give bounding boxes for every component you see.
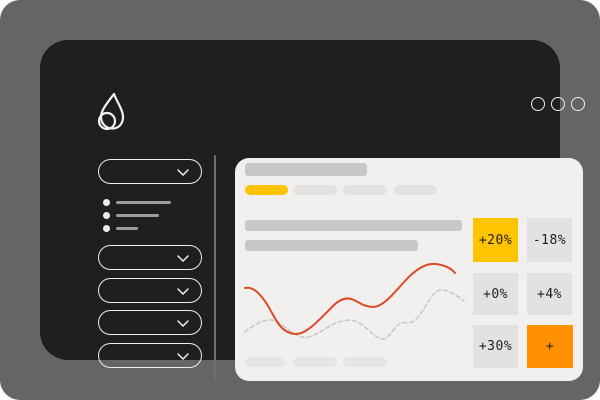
sidebar-dropdown-2[interactable] (98, 245, 202, 270)
window-control-circle-icon[interactable] (571, 97, 585, 111)
text-line-placeholder (245, 220, 462, 231)
tab-1-active[interactable] (245, 185, 288, 195)
chevron-down-icon (177, 169, 189, 176)
tab-2[interactable] (293, 185, 337, 195)
sidebar-divider (214, 155, 216, 380)
sidebar-bullet-list (103, 196, 171, 235)
app-window: +20% -18% +0% +4% +30% + (40, 40, 585, 381)
sidebar-dropdown-3[interactable] (98, 278, 202, 303)
bullet-dot-icon (103, 212, 110, 219)
bullet-dot-icon (103, 225, 110, 232)
window-control-circle-icon[interactable] (531, 97, 545, 111)
metric-tile[interactable]: + (527, 325, 573, 368)
list-item[interactable] (103, 196, 171, 209)
bullet-dot-icon (103, 199, 110, 206)
chart-secondary-series (244, 289, 465, 340)
list-item-text-placeholder (116, 227, 138, 230)
tab-4[interactable] (394, 185, 437, 195)
page-title-placeholder (245, 163, 367, 176)
chart-primary-series (244, 262, 456, 335)
chevron-down-icon (177, 320, 189, 327)
sidebar-dropdown-4[interactable] (98, 310, 202, 335)
list-item[interactable] (103, 222, 171, 235)
metric-tile[interactable]: +20% (473, 218, 518, 262)
metric-tile[interactable]: +30% (473, 325, 518, 368)
metric-tile[interactable]: +0% (473, 273, 518, 315)
list-item-text-placeholder (116, 201, 171, 204)
chevron-down-icon (177, 353, 189, 360)
chevron-down-icon (177, 288, 189, 295)
sidebar-dropdown-5[interactable] (98, 343, 202, 368)
logo-drop-leaf-icon (97, 92, 125, 131)
list-item-text-placeholder (116, 214, 159, 217)
line-chart (244, 262, 465, 340)
window-control-circle-icon[interactable] (551, 97, 565, 111)
sidebar-dropdown-1[interactable] (98, 159, 202, 184)
legend-placeholder (293, 357, 337, 367)
tab-3[interactable] (343, 185, 387, 195)
legend-placeholder (343, 357, 387, 367)
content-panel: +20% -18% +0% +4% +30% + (235, 158, 583, 381)
metric-tile[interactable]: +4% (527, 273, 572, 315)
chevron-down-icon (177, 255, 189, 262)
legend-placeholder (245, 357, 285, 367)
window-controls (531, 97, 585, 111)
text-line-placeholder (245, 240, 418, 251)
list-item[interactable] (103, 209, 171, 222)
metric-tile[interactable]: -18% (527, 218, 572, 262)
